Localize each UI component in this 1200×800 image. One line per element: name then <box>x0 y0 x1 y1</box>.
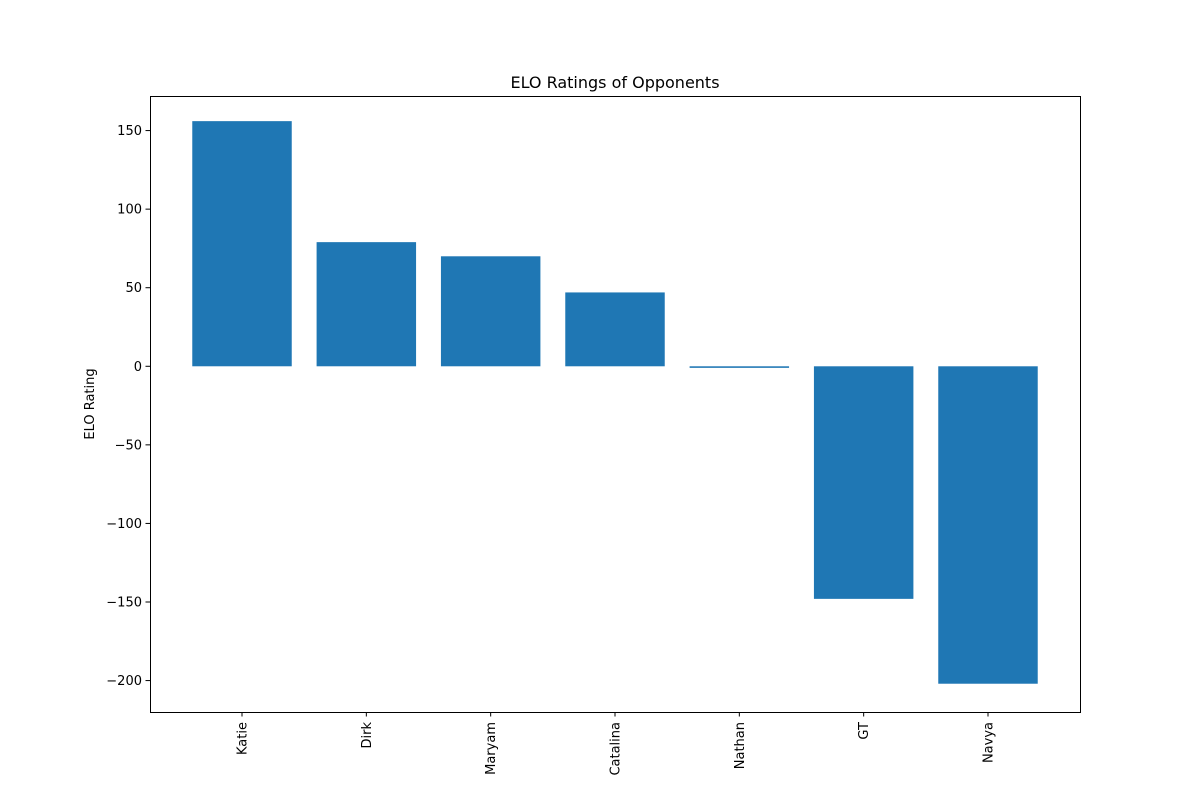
x-tick-label-katie: Katie <box>236 722 251 755</box>
bar-navya <box>938 366 1038 684</box>
y-tick-label: 100 <box>117 203 142 218</box>
y-tick-label: 0 <box>134 360 142 375</box>
y-tick-label: −50 <box>115 438 142 453</box>
x-tick-label-maryam: Maryam <box>484 722 499 775</box>
x-tick-label-gt: GT <box>857 722 872 740</box>
x-tick-label-nathan: Nathan <box>733 722 748 769</box>
y-tick-label: −100 <box>106 517 142 532</box>
chart-title: ELO Ratings of Opponents <box>510 73 719 92</box>
y-tick-label: −150 <box>106 596 142 611</box>
bar-maryam <box>440 256 541 367</box>
bars-group <box>192 121 1038 684</box>
x-tick-label-dirk: Dirk <box>360 722 375 749</box>
x-tick-label-navya: Navya <box>981 722 996 763</box>
bar-gt <box>813 366 914 599</box>
x-axis-ticks: Katie Dirk Maryam Catalina Nathan GT Navya <box>236 712 996 776</box>
y-axis-ticks: 150 100 50 0 −50 −100 −150 −200 <box>106 124 150 689</box>
bar-nathan <box>689 366 790 368</box>
y-tick-label: 50 <box>125 281 142 296</box>
y-tick-label: −200 <box>106 674 142 689</box>
bar-dirk <box>316 242 417 367</box>
bar-katie <box>192 121 292 367</box>
bar-catalina <box>565 292 665 367</box>
y-axis-label: ELO Rating <box>83 368 98 439</box>
y-tick-label: 150 <box>117 124 142 139</box>
x-tick-label-catalina: Catalina <box>609 722 624 776</box>
